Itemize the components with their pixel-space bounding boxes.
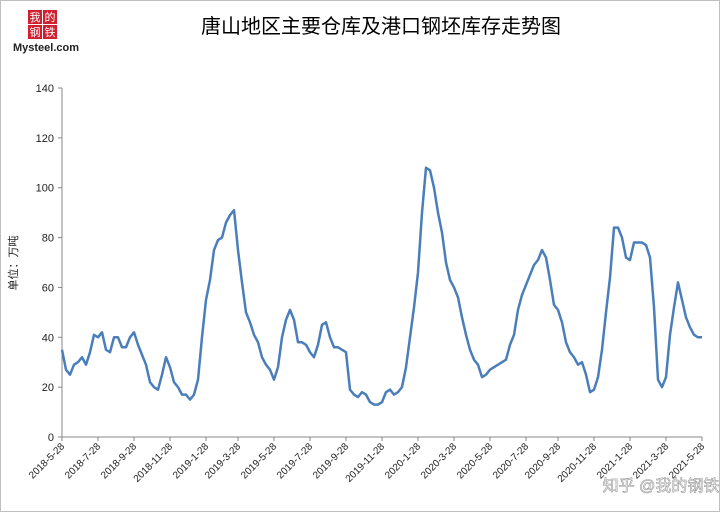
- logo-box: [43, 10, 57, 24]
- y-tick-label: 20: [42, 382, 54, 394]
- watermark: 知乎 @我的钢铁: [603, 477, 719, 495]
- y-tick-label: 80: [42, 233, 54, 245]
- x-tick-label: 2020-11-28: [556, 441, 600, 485]
- logo-box: [28, 10, 42, 24]
- chart-title: 唐山地区主要仓库及港口钢坯库存走势图: [201, 15, 561, 38]
- logo-char: 钢: [30, 26, 41, 39]
- x-tick-label: 2019-3-28: [203, 441, 243, 481]
- logo-char: 铁: [45, 26, 56, 39]
- x-tick-label: 2020-1-28: [383, 441, 423, 481]
- x-tick-label: 2021-3-28: [631, 441, 671, 481]
- logo-site: Mysteel.com: [13, 42, 79, 54]
- x-tick-label: 2018-11-28: [132, 441, 176, 485]
- x-tick-label: 2018-7-28: [63, 441, 103, 481]
- series-line: [60, 166, 702, 406]
- y-tick-label: 40: [42, 332, 54, 344]
- x-tick-label: 2019-7-28: [275, 441, 315, 481]
- y-tick-label: 140: [36, 83, 54, 95]
- y-tick-label: 100: [36, 183, 54, 195]
- x-tick-label: 2019-11-28: [344, 441, 388, 485]
- x-tick-label: 2020-3-28: [419, 441, 459, 481]
- logo-box: [43, 25, 57, 39]
- x-tick-label: 2021-1-28: [595, 441, 635, 481]
- y-axis-label: 单位：万吨: [6, 236, 20, 291]
- x-tick-label: 2019-5-28: [239, 441, 279, 481]
- y-tick-label: 60: [42, 282, 54, 294]
- y-tick-label: 120: [36, 133, 54, 145]
- x-tick-label: 2018-5-28: [27, 441, 67, 481]
- logo-char: 我: [30, 11, 41, 24]
- logo-box: [28, 25, 42, 39]
- x-tick-label: 2021-5-28: [667, 441, 707, 481]
- y-tick-label: 0: [48, 432, 54, 444]
- logo-char: 的: [45, 10, 56, 24]
- x-tick-label: 2020-5-28: [455, 441, 495, 481]
